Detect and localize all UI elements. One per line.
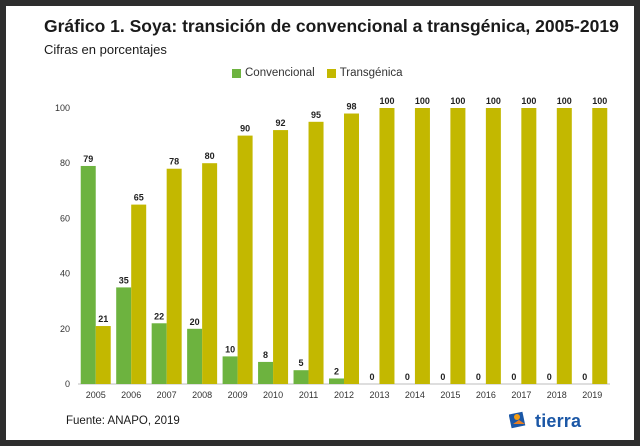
x-tick-label: 2013 — [369, 390, 389, 400]
x-tick-label: 2008 — [192, 390, 212, 400]
bar-convencional — [258, 361, 274, 384]
x-tick-label: 2011 — [299, 390, 318, 400]
chart-title: Gráfico 1. Soya: transición de convencio… — [44, 16, 619, 36]
chart-subtitle: Cifras en porcentajes — [44, 42, 167, 57]
bar-convencional — [293, 370, 309, 384]
data-label-convencional: 0 — [547, 372, 552, 382]
y-tick-label: 20 — [60, 324, 70, 334]
bar-transgenica — [450, 108, 466, 384]
x-tick-label: 2018 — [547, 390, 567, 400]
data-label-convencional: 0 — [476, 372, 481, 382]
source-note: Fuente: ANAPO, 2019 — [66, 415, 180, 427]
y-tick-label: 0 — [65, 379, 70, 389]
data-label-transgenica: 95 — [311, 110, 321, 120]
x-tick-label: 2015 — [440, 390, 460, 400]
data-label-convencional: 8 — [263, 350, 268, 360]
data-label-transgenica: 98 — [346, 102, 356, 112]
data-label-transgenica: 100 — [450, 96, 465, 106]
data-label-convencional: 35 — [119, 275, 129, 285]
data-label-convencional: 0 — [582, 372, 587, 382]
data-label-transgenica: 80 — [205, 151, 215, 161]
data-label-transgenica: 100 — [592, 96, 607, 106]
data-label-convencional: 0 — [511, 372, 516, 382]
data-label-transgenica: 78 — [169, 157, 179, 167]
data-label-transgenica: 100 — [415, 96, 430, 106]
legend-label-transgenica: Transgénica — [339, 67, 403, 79]
bar-transgenica — [95, 326, 111, 384]
bar-transgenica — [273, 130, 289, 384]
data-label-convencional: 5 — [299, 358, 304, 368]
y-tick-label: 40 — [60, 269, 70, 279]
data-label-transgenica: 100 — [521, 96, 536, 106]
bar-transgenica — [485, 108, 501, 384]
bar-transgenica — [166, 168, 182, 384]
x-tick-label: 2007 — [157, 390, 177, 400]
legend-swatch-transgenica — [326, 68, 336, 78]
x-tick-label: 2010 — [263, 390, 283, 400]
bar-convencional — [222, 356, 238, 384]
data-label-convencional: 22 — [154, 311, 164, 321]
bar-convencional — [187, 328, 203, 384]
bar-transgenica — [414, 108, 430, 384]
legend-swatch-convencional — [232, 68, 241, 78]
x-tick-label: 2012 — [334, 390, 354, 400]
chart-frame: Gráfico 1. Soya: transición de convencio… — [6, 6, 634, 440]
legend-item-convencional: Convencional — [232, 67, 315, 79]
x-tick-label: 2005 — [86, 390, 106, 400]
data-label-transgenica: 100 — [557, 96, 572, 106]
bar-transgenica — [237, 135, 253, 384]
bar-chart: 0204060801007921200535652006227820072080… — [55, 96, 610, 400]
data-label-transgenica: 100 — [486, 96, 501, 106]
bar-transgenica — [379, 108, 395, 384]
bar-convencional — [151, 323, 167, 384]
bar-convencional — [329, 378, 344, 384]
x-tick-label: 2014 — [405, 390, 425, 400]
bar-transgenica — [344, 113, 359, 385]
data-label-convencional: 79 — [83, 154, 93, 164]
x-tick-label: 2009 — [228, 390, 248, 400]
data-label-convencional: 10 — [225, 344, 235, 354]
brand-name: tierra — [535, 410, 582, 431]
bar-convencional — [80, 165, 96, 384]
legend-label-convencional: Convencional — [245, 67, 315, 79]
bar-transgenica — [131, 204, 147, 384]
x-tick-label: 2006 — [121, 390, 141, 400]
y-tick-label: 100 — [55, 103, 70, 113]
brand-logo: tierra — [509, 410, 581, 432]
bar-transgenica — [308, 121, 324, 385]
data-label-transgenica: 90 — [240, 124, 250, 134]
data-label-convencional: 0 — [369, 372, 374, 382]
bar-transgenica — [521, 108, 537, 384]
data-label-convencional: 2 — [334, 366, 339, 376]
bar-transgenica — [556, 108, 572, 384]
data-label-convencional: 0 — [405, 372, 410, 382]
bar-convencional — [116, 287, 132, 384]
bar-transgenica — [202, 163, 218, 384]
data-label-convencional: 0 — [440, 372, 445, 382]
tierra-logo-icon — [509, 411, 526, 429]
data-label-transgenica: 65 — [134, 193, 144, 203]
y-tick-label: 80 — [60, 158, 70, 168]
x-tick-label: 2016 — [476, 390, 496, 400]
data-label-transgenica: 92 — [276, 118, 286, 128]
bar-transgenica — [592, 108, 608, 384]
data-label-transgenica: 21 — [98, 314, 108, 324]
data-label-transgenica: 100 — [379, 96, 394, 106]
x-tick-label: 2017 — [511, 390, 531, 400]
legend-item-transgenica: Transgénica — [326, 67, 403, 79]
y-tick-label: 60 — [60, 213, 70, 223]
chart-legend: Convencional Transgénica — [232, 67, 415, 79]
data-label-convencional: 20 — [190, 317, 200, 327]
x-tick-label: 2019 — [582, 390, 602, 400]
